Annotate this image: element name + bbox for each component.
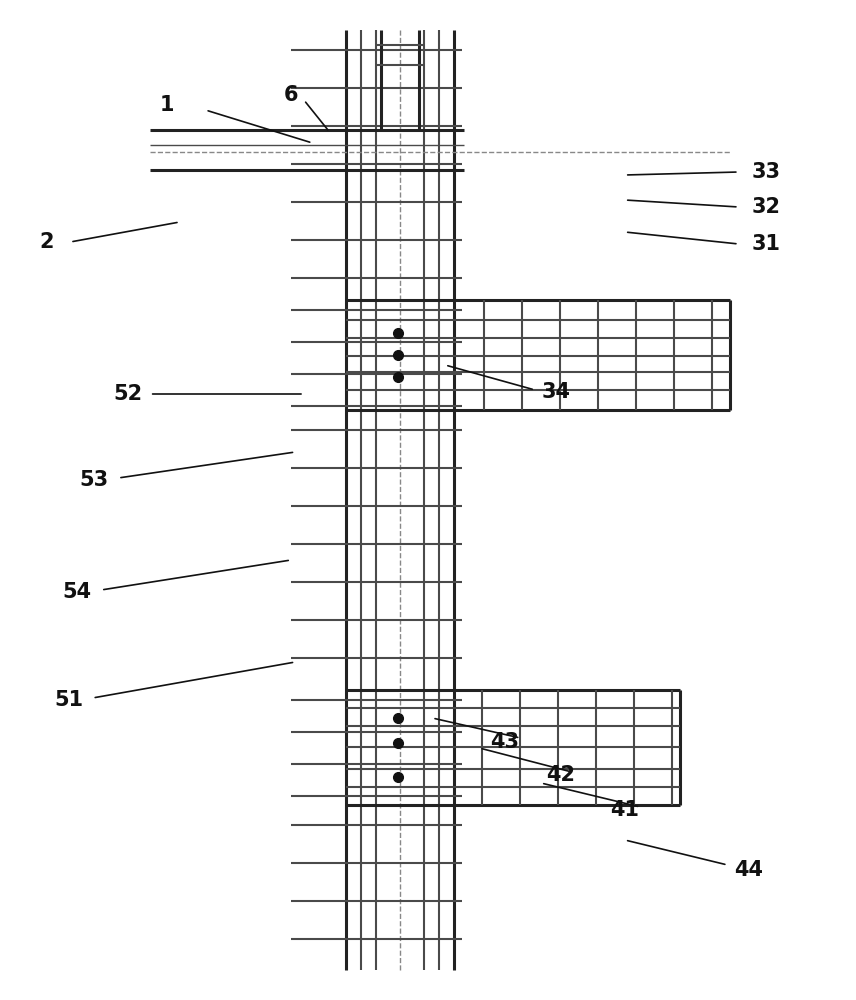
- Text: 33: 33: [752, 162, 781, 182]
- Text: 44: 44: [734, 860, 764, 880]
- Text: 6: 6: [284, 85, 298, 105]
- Text: 43: 43: [490, 732, 520, 752]
- Text: 1: 1: [160, 95, 174, 115]
- Text: 53: 53: [80, 470, 109, 490]
- Text: 52: 52: [114, 384, 143, 404]
- Text: 51: 51: [54, 690, 83, 710]
- Text: 54: 54: [62, 582, 92, 602]
- Text: 34: 34: [542, 382, 571, 402]
- Text: 2: 2: [40, 232, 54, 252]
- Text: 31: 31: [752, 234, 781, 254]
- Text: 41: 41: [610, 800, 639, 820]
- Text: 32: 32: [752, 197, 781, 217]
- Text: 42: 42: [546, 765, 575, 785]
